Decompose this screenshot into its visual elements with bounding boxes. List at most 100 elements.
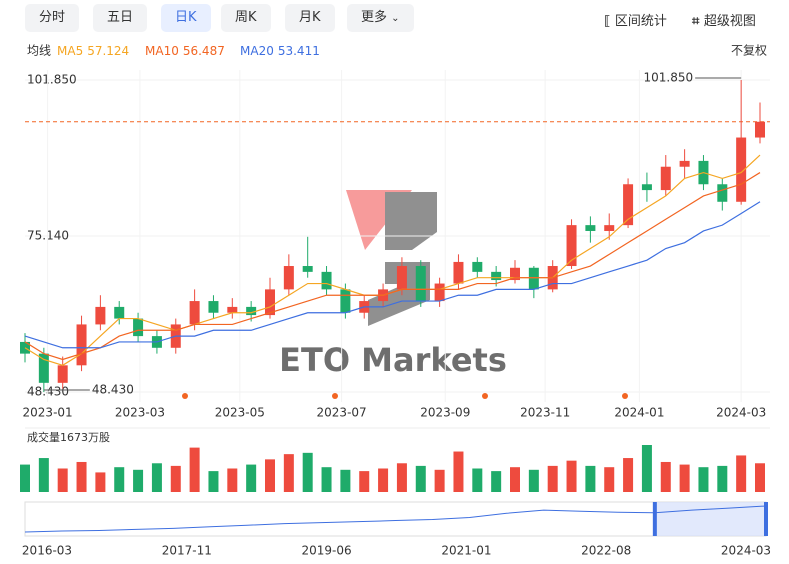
navigator-label: 2021-01 bbox=[441, 544, 491, 558]
candle-body bbox=[302, 266, 313, 272]
volume-bar bbox=[57, 468, 68, 492]
volume-bar bbox=[585, 465, 596, 492]
navigator-line bbox=[24, 505, 767, 533]
volume-bar bbox=[151, 463, 162, 492]
x-tick-label: 2024-01 bbox=[614, 406, 664, 420]
navigator-label: 2019-06 bbox=[302, 544, 352, 558]
volume-bar bbox=[736, 455, 747, 492]
volume-bar bbox=[396, 463, 407, 492]
volume-bar bbox=[283, 454, 294, 492]
candle-body bbox=[95, 306, 106, 325]
ma-label: 均线 bbox=[27, 44, 51, 58]
volume-bar bbox=[208, 471, 219, 492]
volume-bar bbox=[170, 465, 181, 492]
volume-bar bbox=[227, 468, 238, 492]
navigator-label: 2024-03 bbox=[721, 544, 771, 558]
tab[interactable]: 月K bbox=[285, 4, 335, 32]
adjust-mode[interactable]: 不复权 bbox=[731, 44, 767, 58]
tab[interactable]: 日K bbox=[161, 4, 211, 32]
candle-body bbox=[189, 301, 200, 325]
volume-bar bbox=[434, 469, 445, 492]
volume-bar bbox=[717, 465, 728, 492]
navigator-handle[interactable] bbox=[652, 502, 657, 536]
candle-body bbox=[76, 324, 87, 366]
volume-bar bbox=[698, 467, 709, 492]
volume-bar bbox=[679, 464, 690, 492]
x-tick-label: 2023-11 bbox=[520, 406, 570, 420]
legend-name: MA5 bbox=[57, 44, 83, 58]
volume-bar bbox=[510, 467, 520, 492]
candle-body bbox=[679, 160, 690, 167]
candle-body bbox=[114, 306, 125, 319]
volume-bar bbox=[246, 464, 257, 492]
volume-bar bbox=[755, 463, 765, 492]
x-tick-label: 2023-09 bbox=[420, 406, 470, 420]
toolbar: 分时 五日 日K 周K 月K 更多 ⌄ ⟦ 区间统计 ⌗ 超级视图 bbox=[0, 0, 789, 38]
legend-entry: MA5 57.124 bbox=[57, 44, 129, 58]
candle-body bbox=[340, 289, 351, 313]
volume-bar bbox=[415, 465, 426, 492]
x-tick-label: 2023-07 bbox=[317, 406, 367, 420]
candle-body bbox=[283, 266, 294, 290]
candle-body bbox=[623, 184, 634, 226]
legend-value: 56.487 bbox=[183, 44, 225, 58]
x-tick-label: 2023-05 bbox=[215, 406, 265, 420]
volume-bar bbox=[359, 471, 370, 492]
navigator-selection[interactable] bbox=[654, 502, 766, 536]
tab[interactable]: 分时 bbox=[25, 4, 80, 32]
volume-bar bbox=[265, 459, 275, 492]
candle-body bbox=[396, 266, 407, 290]
volume-bar bbox=[547, 465, 558, 492]
watermark: ETO Markets bbox=[279, 341, 507, 379]
tool-button[interactable]: ⟦ 区间统计 bbox=[604, 14, 667, 29]
candle-body bbox=[736, 137, 747, 202]
volume-bar bbox=[20, 464, 30, 492]
candle-body bbox=[321, 271, 332, 290]
candle-body bbox=[227, 306, 238, 313]
annotation: 48.430 bbox=[92, 383, 134, 397]
x-tick-label: 2023-03 bbox=[115, 406, 165, 420]
tab[interactable]: 周K bbox=[221, 4, 271, 32]
volume-bar bbox=[95, 472, 106, 492]
volume-bar bbox=[528, 469, 539, 492]
candle-body bbox=[585, 225, 596, 231]
candle-body bbox=[641, 184, 652, 191]
volume-bar bbox=[340, 469, 351, 492]
legend-value: 53.411 bbox=[278, 44, 320, 58]
tab[interactable]: 五日 bbox=[93, 4, 148, 32]
candle-body bbox=[415, 266, 426, 302]
x-tick-label: 2024-03 bbox=[716, 406, 766, 420]
candle-body bbox=[38, 353, 49, 383]
volume-bar bbox=[472, 468, 483, 492]
volume-bar bbox=[302, 452, 313, 492]
legend-name: MA10 bbox=[145, 44, 179, 58]
volume-bar bbox=[38, 458, 49, 492]
volume-bar bbox=[660, 461, 671, 492]
ma-line bbox=[24, 172, 761, 361]
candle-body bbox=[491, 271, 502, 281]
tool-button[interactable]: ⌗ 超级视图 bbox=[692, 14, 756, 29]
navigator-label: 2017-11 bbox=[162, 544, 212, 558]
annotation: 101.850 bbox=[644, 71, 694, 85]
legend-value: 57.124 bbox=[87, 44, 129, 58]
volume-bar bbox=[453, 451, 464, 492]
candle-body bbox=[472, 261, 483, 272]
candle-body bbox=[528, 267, 539, 290]
y-tick-label: 101.850 bbox=[27, 73, 77, 87]
candle-body bbox=[265, 289, 275, 316]
tab[interactable]: 更多 ⌄ bbox=[347, 4, 414, 32]
x-tick-label: 2023-01 bbox=[23, 406, 73, 420]
event-markers bbox=[182, 393, 628, 399]
volume-bar bbox=[623, 458, 634, 492]
candle-body bbox=[717, 184, 728, 202]
candle-body bbox=[246, 306, 257, 316]
candle-body bbox=[755, 121, 765, 138]
candle-body bbox=[208, 301, 219, 313]
volume-bar bbox=[189, 447, 200, 492]
volume-bar bbox=[378, 468, 389, 492]
legend-entry: MA20 53.411 bbox=[240, 44, 320, 58]
navigator-handle[interactable] bbox=[764, 502, 768, 536]
legend-name: MA20 bbox=[240, 44, 274, 58]
volume-bar bbox=[114, 467, 125, 492]
